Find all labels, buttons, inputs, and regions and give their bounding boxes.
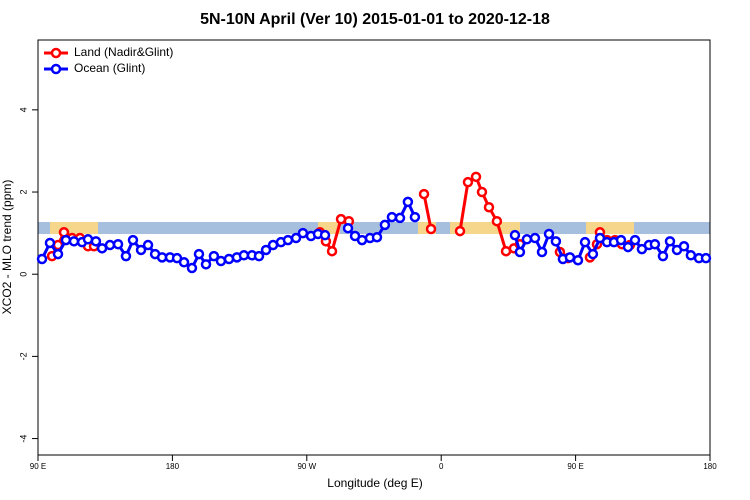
data-point — [572, 254, 584, 266]
y-tick-label: 0 — [18, 272, 28, 277]
data-point — [418, 188, 430, 200]
surface-band — [38, 222, 710, 234]
data-point — [402, 196, 414, 208]
data-point — [587, 248, 599, 260]
data-point — [215, 255, 227, 267]
y-tick-label: 4 — [18, 107, 28, 112]
data-point — [200, 259, 212, 270]
legend-marker — [50, 47, 62, 59]
data-point — [297, 227, 309, 239]
data-point — [514, 246, 526, 258]
data-point — [550, 236, 562, 247]
data-point — [386, 211, 398, 223]
data-point — [579, 236, 591, 248]
data-point — [664, 236, 676, 247]
plot-frame — [37, 39, 711, 456]
data-point — [208, 250, 220, 262]
data-point — [529, 232, 541, 244]
legend-label: Land (Nadir&Glint) — [74, 45, 173, 59]
chart-title: 5N-10N April (Ver 10) 2015-01-01 to 2020… — [200, 11, 550, 28]
data-point — [491, 215, 503, 227]
data-point — [564, 252, 576, 263]
y-tick-label: -4 — [18, 435, 28, 443]
data-point — [657, 250, 669, 262]
data-point — [193, 248, 205, 260]
data-point — [90, 236, 102, 247]
data-point — [622, 241, 634, 253]
data-point — [615, 234, 627, 246]
data-point — [342, 222, 354, 234]
land-band — [50, 222, 98, 234]
data-point — [470, 171, 482, 183]
data-point — [120, 250, 132, 262]
ocean-band — [38, 222, 710, 234]
data-point — [462, 176, 474, 188]
data-point — [178, 257, 190, 268]
data-point — [371, 231, 383, 243]
x-tick-label: 180 — [166, 462, 180, 471]
data-point — [238, 250, 250, 261]
y-tick-label: -2 — [18, 352, 28, 360]
data-point — [60, 234, 72, 246]
x-tick-label: 90 E — [30, 462, 46, 471]
legend-marker — [50, 63, 62, 75]
data-point — [319, 229, 331, 241]
x-tick-label: 0 — [439, 462, 444, 471]
data-point — [536, 246, 548, 258]
x-tick-label: 180 — [703, 462, 717, 471]
data-point — [629, 234, 641, 246]
y-tick-label: 2 — [18, 190, 28, 195]
land-band — [586, 222, 634, 234]
data-point — [700, 252, 712, 264]
data-point — [425, 223, 437, 235]
data-point — [379, 219, 391, 231]
data-point — [454, 225, 466, 237]
data-point — [483, 201, 495, 213]
y-axis-label: XCO2 - MLO trend (ppm) — [0, 180, 14, 315]
x-axis-label: Longitude (deg E) — [327, 476, 422, 490]
data-point — [127, 234, 139, 246]
data-point — [52, 248, 64, 260]
data-point — [68, 236, 80, 247]
data-point — [476, 186, 488, 198]
data-point — [253, 250, 265, 262]
data-point — [409, 211, 421, 223]
data-point — [135, 244, 147, 256]
data-point — [104, 239, 116, 251]
legend-label: Ocean (Glint) — [74, 61, 145, 75]
land-band — [450, 222, 520, 234]
data-point — [112, 238, 124, 250]
data-point — [290, 232, 302, 244]
x-tick-label: 90 E — [567, 462, 583, 471]
data-point — [36, 253, 48, 265]
data-point — [521, 234, 533, 245]
data-point — [543, 228, 555, 240]
data-point — [394, 212, 406, 224]
data-point — [685, 250, 697, 261]
data-point — [260, 244, 272, 256]
data-point — [326, 245, 338, 257]
x-tick-label: 90 W — [297, 462, 316, 471]
data-point — [282, 234, 294, 246]
data-point — [186, 262, 198, 274]
data-point — [649, 238, 661, 250]
data-point — [142, 239, 154, 251]
data-point — [509, 229, 521, 241]
data-point — [44, 237, 56, 249]
data-point — [678, 241, 690, 252]
